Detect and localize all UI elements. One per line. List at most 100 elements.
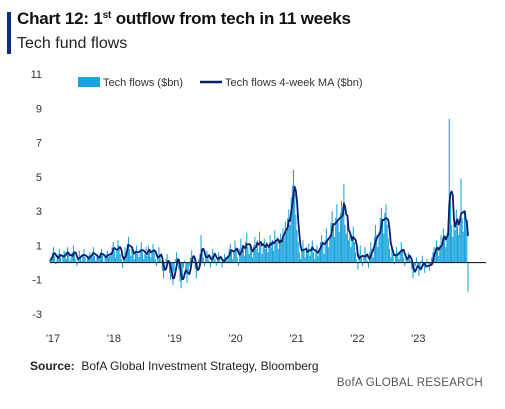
flow-bar <box>139 248 141 263</box>
flow-bar <box>379 218 381 263</box>
flow-bar <box>242 245 244 263</box>
flow-bar <box>466 224 468 263</box>
flow-bar <box>188 262 190 266</box>
flow-bar <box>336 204 338 263</box>
flow-bar <box>122 262 124 268</box>
flow-bar <box>174 259 176 263</box>
flow-bar <box>391 245 393 263</box>
flow-bar <box>427 262 429 265</box>
flow-bar <box>82 254 84 263</box>
flow-bar <box>451 224 453 263</box>
legend-label-bars: Tech flows ($bn) <box>103 77 183 89</box>
flow-bar <box>269 235 271 263</box>
chart-title-suffix: outflow from tech in 11 weeks <box>111 9 351 28</box>
flow-bar <box>71 252 73 263</box>
flow-bar <box>456 223 458 263</box>
flow-bar <box>316 245 318 263</box>
legend-swatch-bars <box>78 77 100 87</box>
flow-bar <box>412 262 414 278</box>
flow-bar <box>204 262 206 266</box>
flow-bar <box>453 214 455 263</box>
flow-bar <box>367 262 369 268</box>
flow-bar <box>207 254 209 263</box>
flow-bar <box>138 257 140 263</box>
flow-bar <box>64 252 66 263</box>
flow-bar <box>102 255 104 263</box>
flow-bar <box>335 218 337 263</box>
flow-bar <box>390 257 392 263</box>
flow-bar <box>69 260 71 263</box>
footer-brand: BofA GLOBAL RESEARCH <box>336 377 483 389</box>
flow-bar <box>380 207 382 263</box>
flow-bar <box>184 260 186 263</box>
flow-bar <box>446 233 448 263</box>
flow-bar <box>363 255 365 263</box>
flow-bar <box>235 247 237 263</box>
flow-bar <box>323 254 325 263</box>
flow-bar <box>287 218 289 263</box>
flow-bar <box>281 240 283 263</box>
ma-line-group <box>49 185 469 281</box>
flow-bar <box>415 257 418 263</box>
flow-bar <box>200 235 202 263</box>
flow-bar <box>150 257 152 263</box>
flow-bar <box>289 224 291 263</box>
flow-bar <box>261 254 263 263</box>
flow-bar <box>371 248 373 263</box>
flow-bar <box>202 257 204 263</box>
flow-bar <box>302 240 304 263</box>
flow-bar <box>218 252 220 263</box>
legend: Tech flows ($bn) Tech flows 4-week MA ($b… <box>78 77 363 89</box>
flow-bar <box>452 236 454 263</box>
flow-bar <box>194 262 196 270</box>
flow-bar <box>70 257 72 263</box>
flow-bar <box>268 245 270 263</box>
x-tick-label: '18 <box>107 333 121 345</box>
flow-bar <box>344 224 346 263</box>
flow-bar <box>438 255 440 263</box>
flow-bar <box>296 230 298 263</box>
title-accent-bar <box>7 12 11 54</box>
flow-bar <box>68 254 70 263</box>
flow-bar <box>462 231 464 263</box>
flow-bar <box>348 240 350 263</box>
flow-bar <box>283 236 285 263</box>
flow-bar <box>134 250 136 263</box>
flow-bar <box>249 243 251 263</box>
flow-bar <box>92 247 94 263</box>
flow-bar <box>67 247 69 263</box>
flow-bar <box>322 245 324 263</box>
flow-bar <box>109 255 111 263</box>
legend-label-line: Tech flows 4-week MA ($bn) <box>225 77 363 89</box>
flow-bar <box>173 262 175 272</box>
y-tick-label: -3 <box>32 309 42 321</box>
flow-bar <box>342 216 344 263</box>
flow-bar <box>382 221 384 263</box>
flow-bar <box>447 221 449 263</box>
flow-bar <box>301 248 303 263</box>
flow-bar <box>158 247 160 263</box>
flow-bar <box>403 257 405 263</box>
flow-bar <box>338 231 340 263</box>
flow-bar <box>411 262 413 270</box>
flow-bar <box>233 250 235 263</box>
flow-bar <box>91 254 93 263</box>
flow-bar <box>376 235 378 263</box>
flow-bar <box>356 259 358 263</box>
flow-bar <box>317 255 319 263</box>
flow-bar <box>408 255 410 263</box>
flow-bar <box>252 257 254 263</box>
flow-bar <box>343 183 345 263</box>
flow-bar <box>294 194 296 263</box>
flow-bar <box>442 228 444 263</box>
flow-bar <box>291 185 293 263</box>
flow-bar <box>465 211 467 263</box>
flow-bar <box>144 254 146 263</box>
flow-bar <box>127 236 129 263</box>
flow-bar <box>259 231 261 263</box>
flow-bar <box>282 228 284 263</box>
flow-bar <box>444 238 446 263</box>
flow-bar <box>237 262 240 266</box>
flow-bar <box>81 260 83 263</box>
flow-bar <box>143 259 145 263</box>
